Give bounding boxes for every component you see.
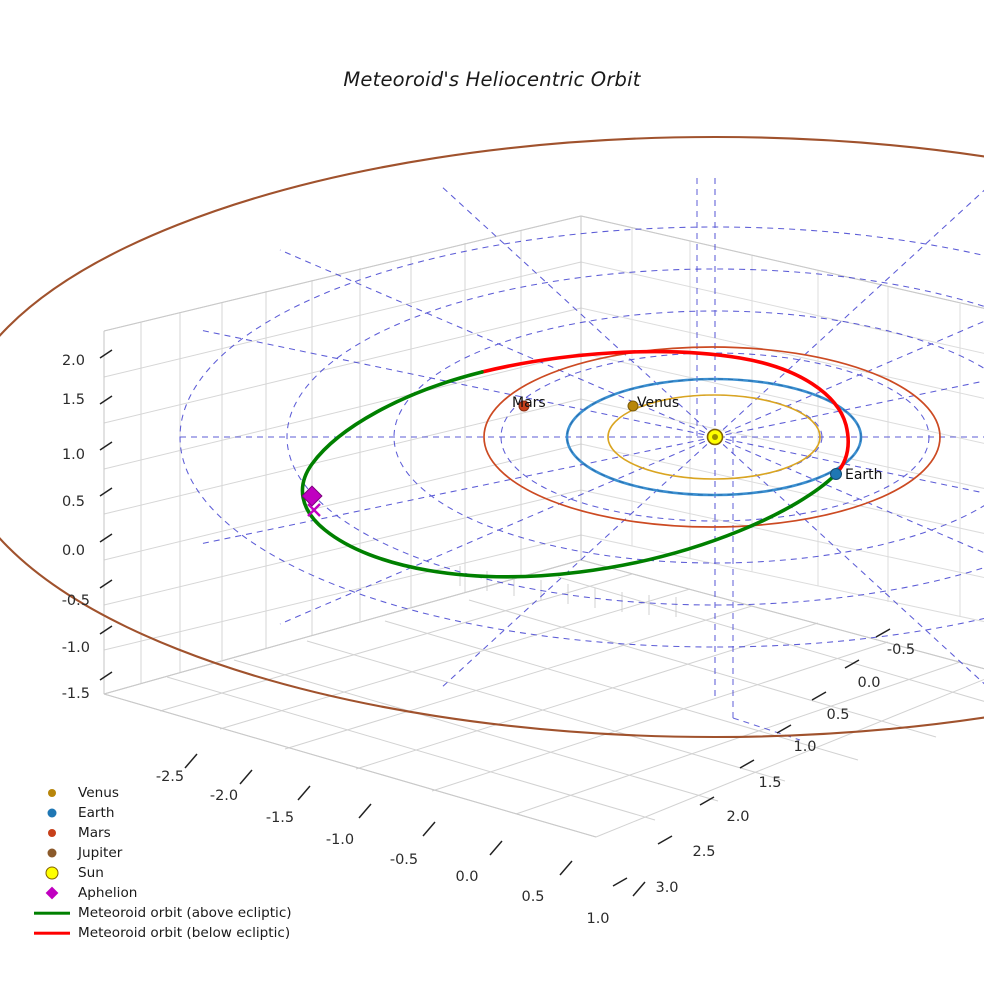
x-tick-2: -1.5: [265, 810, 295, 826]
legend-item-venus[interactable]: Venus: [32, 783, 292, 803]
x-tick-7: 1.0: [586, 911, 610, 927]
z-tick-4: 0.0: [61, 543, 85, 559]
aphelion-marker: [301, 485, 323, 507]
legend-item-sun[interactable]: Sun: [32, 863, 292, 883]
z-tick-1: 1.5: [61, 392, 85, 408]
axes-pane-grid: [103, 215, 582, 695]
y-tick-2: 0.5: [826, 707, 850, 723]
filled-circle-marker-icon: [32, 783, 72, 803]
sun-marker-icon: [32, 863, 72, 883]
z-tick-0: 2.0: [61, 353, 85, 369]
y-tick-0: -0.5: [886, 642, 916, 658]
marker-earth: [830, 468, 842, 480]
legend-item-mars[interactable]: Mars: [32, 823, 292, 843]
legend-label: Meteoroid orbit (below ecliptic): [78, 925, 291, 941]
x-tick-6: 0.5: [521, 889, 545, 905]
legend-item-earth[interactable]: Earth: [32, 803, 292, 823]
venus-label: Venus: [637, 395, 680, 411]
marker-mars: [518, 400, 530, 412]
orbit-venus: [607, 394, 821, 480]
z-tick-2: 1.0: [61, 447, 85, 463]
axes-box-edges: [103, 215, 984, 838]
marker-sun: [706, 428, 724, 446]
z-tick-5: -0.5: [61, 593, 90, 609]
legend-item-meteoroid-below[interactable]: Meteoroid orbit (below ecliptic): [32, 923, 292, 943]
y-tick-3: 1.0: [793, 739, 817, 755]
orbit-mars: [483, 346, 941, 528]
legend-label: Jupiter: [78, 845, 123, 861]
y-tick-5: 2.0: [726, 809, 750, 825]
legend-label: Mars: [78, 825, 111, 841]
legend-label: Meteoroid orbit (above ecliptic): [78, 905, 292, 921]
legend-item-jupiter[interactable]: Jupiter: [32, 843, 292, 863]
orbit-jupiter: [0, 136, 984, 738]
y-tick-6: 2.5: [692, 844, 716, 860]
ecliptic-reference-grid: [179, 175, 984, 699]
z-tick-3: 0.5: [61, 494, 85, 510]
filled-circle-marker-icon: [32, 843, 72, 863]
axes-pane-grid-back: [580, 215, 984, 623]
x-tick-4: -0.5: [389, 852, 419, 868]
x-tick-3: -1.0: [325, 832, 355, 848]
legend: Venus Earth Mars Jupiter Sun: [32, 783, 292, 943]
legend-label: Earth: [78, 805, 115, 821]
page-title: Meteoroid's Heliocentric Orbit: [343, 68, 641, 91]
y-tick-4: 1.5: [758, 775, 782, 791]
z-tick-6: -1.0: [61, 640, 90, 656]
legend-label: Sun: [78, 865, 104, 881]
earth-label: Earth: [845, 467, 883, 483]
aphelion-projection-cross: [307, 503, 321, 517]
marker-venus: [627, 400, 639, 412]
legend-item-aphelion[interactable]: Aphelion: [32, 883, 292, 903]
line-swatch-icon: [32, 903, 72, 923]
meteoroid-orbit-below-ecliptic: [480, 349, 851, 476]
x-tick-5: 0.0: [455, 869, 479, 885]
meteoroid-orbit-above-ecliptic: [300, 370, 838, 579]
axis-tick-marks: [99, 349, 891, 897]
orbit-earth: [565, 377, 863, 497]
y-tick-1: 0.0: [857, 675, 881, 691]
x-tick-0: -2.5: [155, 769, 185, 785]
x-tick-1: -2.0: [209, 788, 239, 804]
diamond-marker-icon: [32, 883, 72, 903]
legend-item-meteoroid-above[interactable]: Meteoroid orbit (above ecliptic): [32, 903, 292, 923]
z-tick-7: -1.5: [61, 686, 90, 702]
mars-label: Mars: [512, 395, 546, 411]
legend-label: Aphelion: [78, 885, 138, 901]
y-tick-7: 3.0: [655, 880, 679, 896]
filled-circle-marker-icon: [32, 803, 72, 823]
line-swatch-icon: [32, 923, 72, 943]
filled-circle-marker-icon: [32, 823, 72, 843]
legend-label: Venus: [78, 785, 119, 801]
